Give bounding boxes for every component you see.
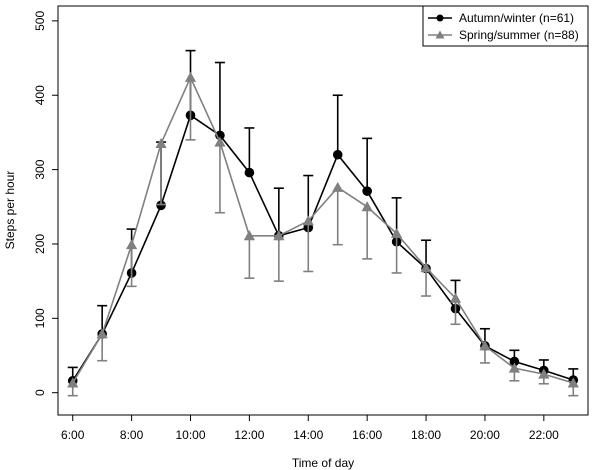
y-tick-label-100: 100 xyxy=(33,308,47,328)
data-point-1-3 xyxy=(155,137,167,149)
data-point-1-6 xyxy=(243,230,255,241)
data-point-1-15 xyxy=(508,362,520,373)
series-0 xyxy=(67,49,579,386)
data-point-0-10 xyxy=(362,186,372,196)
legend: Autumn/winter (n=61) Spring/summer (n=88… xyxy=(422,5,589,47)
data-point-1-14 xyxy=(479,340,491,351)
legend-label-spring-summer: Spring/summer (n=88) xyxy=(459,28,579,42)
x-tick-label-18: 18:00 xyxy=(411,428,441,442)
x-tick-label-20: 20:00 xyxy=(470,428,500,442)
data-point-1-11 xyxy=(391,227,403,239)
x-tick-label-12: 12:00 xyxy=(234,428,264,442)
plot-frame xyxy=(57,5,589,416)
legend-box xyxy=(422,5,589,47)
data-point-1-12 xyxy=(420,262,432,273)
data-point-0-6 xyxy=(244,167,255,178)
series-line-1 xyxy=(72,75,574,384)
y-tick-label-400: 400 xyxy=(33,85,47,105)
x-axis-title: Time of day xyxy=(292,456,354,470)
y-axis-title: Steps per hour xyxy=(3,171,17,250)
x-tick-label-16: 16:00 xyxy=(352,428,382,442)
y-tick-label-500: 500 xyxy=(33,11,47,31)
x-tick-label-22: 22:00 xyxy=(529,428,559,442)
data-point-1-9 xyxy=(332,181,344,192)
y-axis: 0 100 200 300 400 500 xyxy=(33,11,58,396)
x-axis: 6:00 8:00 10:00 12:00 14:00 16:00 18:00 20:00 22… xyxy=(61,415,559,442)
data-point-1-0 xyxy=(67,377,79,388)
data-point-1-13 xyxy=(449,292,462,303)
data-point-1-2 xyxy=(126,239,138,250)
legend-marker-autumn-winter xyxy=(436,14,444,22)
x-tick-label-10: 10:00 xyxy=(175,428,205,442)
data-point-1-10 xyxy=(361,201,373,212)
data-point-1-4 xyxy=(184,71,197,82)
y-tick-label-200: 200 xyxy=(33,234,47,254)
series-line-0 xyxy=(72,114,574,382)
series-1 xyxy=(67,71,579,397)
x-tick-label-14: 14:00 xyxy=(293,428,323,442)
data-point-1-16 xyxy=(538,368,550,379)
data-point-1-5 xyxy=(214,136,226,147)
x-tick-label-8: 8:00 xyxy=(120,428,144,442)
y-tick-label-300: 300 xyxy=(33,159,47,179)
y-tick-label-0: 0 xyxy=(33,389,47,396)
data-point-0-15 xyxy=(509,356,520,367)
legend-label-autumn-winter: Autumn/winter (n=61) xyxy=(459,11,574,25)
data-point-1-8 xyxy=(302,215,314,226)
data-point-1-7 xyxy=(273,230,285,241)
legend-marker-spring-summer xyxy=(435,30,445,39)
data-point-1-1 xyxy=(96,328,108,339)
x-tick-label-6: 6:00 xyxy=(61,428,85,442)
data-point-1-17 xyxy=(567,377,579,388)
series-layer xyxy=(67,49,579,397)
data-point-0-9 xyxy=(332,149,343,160)
